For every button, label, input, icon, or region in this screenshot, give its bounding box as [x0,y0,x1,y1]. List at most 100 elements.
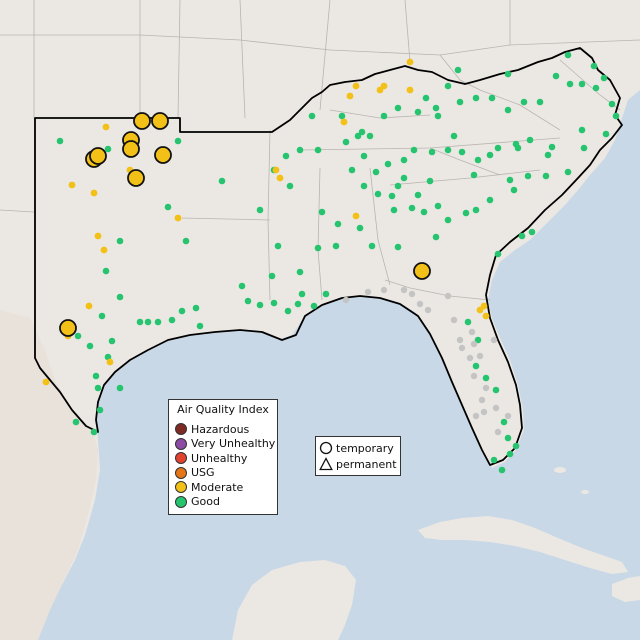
good-monitor-marker[interactable] [308,112,316,120]
moderate-monitor-marker[interactable] [90,189,98,197]
good-monitor-marker[interactable] [464,318,472,326]
no-data-monitor-marker[interactable] [458,344,466,352]
good-monitor-marker[interactable] [314,146,322,154]
good-monitor-marker[interactable] [548,143,556,151]
good-monitor-marker[interactable] [524,172,532,180]
good-monitor-marker[interactable] [420,208,428,216]
good-monitor-marker[interactable] [454,66,462,74]
good-monitor-marker[interactable] [482,374,490,382]
good-monitor-marker[interactable] [244,297,252,305]
good-monitor-marker[interactable] [458,148,466,156]
good-monitor-marker[interactable] [74,332,82,340]
good-monitor-marker[interactable] [428,148,436,156]
good-monitor-marker[interactable] [408,204,416,212]
good-monitor-marker[interactable] [310,302,318,310]
good-monitor-marker[interactable] [474,336,482,344]
good-monitor-marker[interactable] [470,171,478,179]
no-data-monitor-marker[interactable] [400,286,408,294]
good-monitor-marker[interactable] [552,72,560,80]
good-monitor-marker[interactable] [354,132,362,140]
good-monitor-marker[interactable] [182,237,190,245]
moderate-monitor-marker[interactable] [346,92,354,100]
no-data-monitor-marker[interactable] [444,292,452,300]
good-monitor-marker[interactable] [144,318,152,326]
no-data-monitor-marker[interactable] [472,412,480,420]
good-monitor-marker[interactable] [400,174,408,182]
moderate-monitor-marker[interactable] [68,181,76,189]
temporary-moderate-monitor-marker[interactable] [127,169,145,187]
good-monitor-marker[interactable] [542,172,550,180]
no-data-monitor-marker[interactable] [492,404,500,412]
good-monitor-marker[interactable] [544,151,552,159]
good-monitor-marker[interactable] [612,112,620,120]
good-monitor-marker[interactable] [414,108,422,116]
good-monitor-marker[interactable] [462,209,470,217]
good-monitor-marker[interactable] [286,182,294,190]
good-monitor-marker[interactable] [314,244,322,252]
good-monitor-marker[interactable] [494,144,502,152]
good-monitor-marker[interactable] [86,342,94,350]
good-monitor-marker[interactable] [472,94,480,102]
good-monitor-marker[interactable] [580,144,588,152]
good-monitor-marker[interactable] [384,160,392,168]
temporary-moderate-monitor-marker[interactable] [154,146,172,164]
good-monitor-marker[interactable] [348,166,356,174]
good-monitor-marker[interactable] [192,304,200,312]
good-monitor-marker[interactable] [488,94,496,102]
no-data-monitor-marker[interactable] [504,412,512,420]
no-data-monitor-marker[interactable] [416,300,424,308]
good-monitor-marker[interactable] [600,74,608,82]
moderate-monitor-marker[interactable] [42,378,50,386]
moderate-monitor-marker[interactable] [272,166,280,174]
no-data-monitor-marker[interactable] [476,352,484,360]
good-monitor-marker[interactable] [474,156,482,164]
no-data-monitor-marker[interactable] [478,396,486,404]
moderate-monitor-marker[interactable] [352,82,360,90]
good-monitor-marker[interactable] [256,206,264,214]
good-monitor-marker[interactable] [432,233,440,241]
good-monitor-marker[interactable] [498,466,506,474]
good-monitor-marker[interactable] [154,318,162,326]
good-monitor-marker[interactable] [332,242,340,250]
good-monitor-marker[interactable] [296,146,304,154]
good-monitor-marker[interactable] [72,418,80,426]
good-monitor-marker[interactable] [456,98,464,106]
no-data-monitor-marker[interactable] [380,286,388,294]
good-monitor-marker[interactable] [116,384,124,392]
good-monitor-marker[interactable] [486,151,494,159]
good-monitor-marker[interactable] [238,282,246,290]
good-monitor-marker[interactable] [432,104,440,112]
no-data-monitor-marker[interactable] [470,372,478,380]
good-monitor-marker[interactable] [492,386,500,394]
good-monitor-marker[interactable] [296,268,304,276]
good-monitor-marker[interactable] [528,228,536,236]
good-monitor-marker[interactable] [98,312,106,320]
good-monitor-marker[interactable] [96,406,104,414]
good-monitor-marker[interactable] [506,450,514,458]
good-monitor-marker[interactable] [506,176,514,184]
good-monitor-marker[interactable] [318,208,326,216]
good-monitor-marker[interactable] [178,307,186,315]
good-monitor-marker[interactable] [602,130,610,138]
good-monitor-marker[interactable] [108,337,116,345]
good-monitor-marker[interactable] [366,132,374,140]
moderate-monitor-marker[interactable] [106,358,114,366]
good-monitor-marker[interactable] [564,168,572,176]
good-monitor-marker[interactable] [116,293,124,301]
good-monitor-marker[interactable] [102,267,110,275]
good-monitor-marker[interactable] [394,104,402,112]
good-monitor-marker[interactable] [360,182,368,190]
good-monitor-marker[interactable] [590,62,598,70]
good-monitor-marker[interactable] [374,190,382,198]
good-monitor-marker[interactable] [400,156,408,164]
good-monitor-marker[interactable] [518,232,526,240]
good-monitor-marker[interactable] [322,290,330,298]
moderate-monitor-marker[interactable] [94,232,102,240]
good-monitor-marker[interactable] [434,112,442,120]
good-monitor-marker[interactable] [512,442,520,450]
moderate-monitor-marker[interactable] [102,123,110,131]
good-monitor-marker[interactable] [512,140,520,148]
good-monitor-marker[interactable] [472,362,480,370]
